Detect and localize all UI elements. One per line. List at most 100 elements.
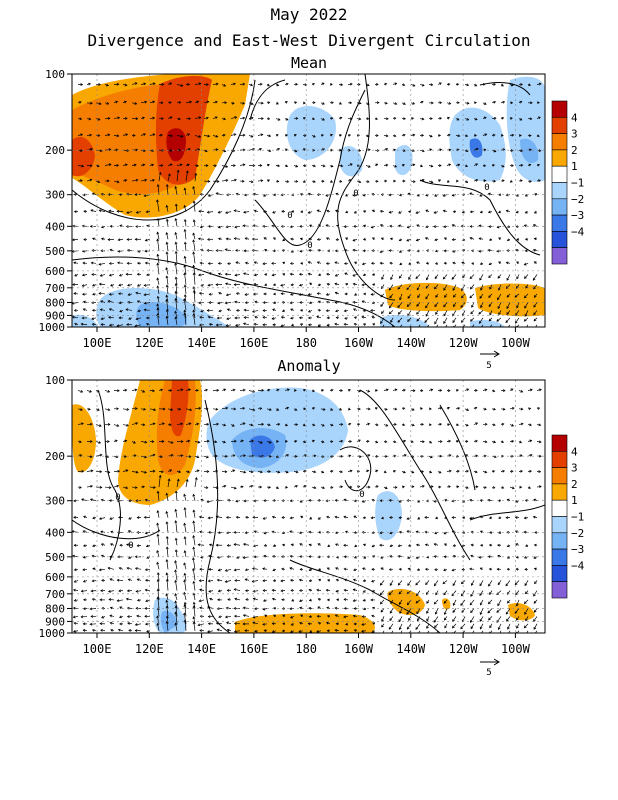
wind-vector-head xyxy=(165,593,169,597)
wind-vector-head xyxy=(144,622,148,626)
wind-vector-head xyxy=(156,522,160,526)
wind-vector-head xyxy=(91,249,95,252)
wind-vector-head xyxy=(244,261,248,265)
wind-vector xyxy=(452,580,457,586)
wind-vector-head xyxy=(493,179,497,183)
wind-vector-head xyxy=(170,134,173,138)
wind-vector-head xyxy=(165,183,169,187)
wind-vector-head xyxy=(340,470,343,474)
wind-vector-head xyxy=(457,134,461,138)
wind-vector-head xyxy=(428,423,432,427)
colorbar-swatch xyxy=(551,434,568,452)
wind-vector-head xyxy=(90,209,94,213)
wind-vector xyxy=(527,389,533,391)
wind-vector-head xyxy=(96,164,100,168)
wind-vector-head xyxy=(353,622,357,626)
wind-vector-head xyxy=(165,241,169,245)
wind-vector-head xyxy=(225,406,229,410)
wind-vector-head xyxy=(225,237,229,241)
wind-vector-head xyxy=(529,388,533,392)
wind-vector xyxy=(184,573,187,581)
wind-vector xyxy=(167,173,171,182)
wind-vector-head xyxy=(192,616,196,620)
wind-vector-head xyxy=(362,237,366,241)
wind-vector-head xyxy=(408,277,411,280)
wind-vector-head xyxy=(335,192,339,196)
wind-vector-head xyxy=(286,180,290,183)
wind-vector-head xyxy=(398,275,402,279)
wind-vector xyxy=(479,590,484,596)
wind-vector xyxy=(425,284,430,289)
wind-vector-head xyxy=(398,567,402,571)
wind-vector-head xyxy=(523,625,527,629)
mean-contour-label-2: 0 xyxy=(307,241,312,251)
wind-vector-head xyxy=(160,388,164,392)
wind-vector-head xyxy=(389,634,391,636)
wind-vector-head xyxy=(470,583,474,586)
wind-vector-head xyxy=(299,606,303,610)
wind-vector-head xyxy=(290,308,294,312)
wind-vector-head xyxy=(90,615,94,618)
wind-vector-head xyxy=(506,530,509,534)
wind-vector-head xyxy=(348,179,352,182)
wind-vector-head xyxy=(244,578,248,582)
wind-vector xyxy=(435,590,439,595)
wind-vector xyxy=(175,204,178,212)
wind-vector-head xyxy=(215,621,219,625)
wind-vector-head xyxy=(362,193,366,197)
wind-vector-head xyxy=(375,117,379,121)
wind-vector xyxy=(226,225,232,228)
wind-vector-head xyxy=(98,292,102,295)
wind-vector xyxy=(524,623,529,628)
wind-vector-head xyxy=(533,210,537,214)
wind-vector-head xyxy=(206,422,210,426)
wind-vector xyxy=(507,324,511,327)
wind-vector xyxy=(225,211,232,214)
wind-vector-head xyxy=(245,598,249,602)
wind-vector-head xyxy=(192,621,196,625)
wind-vector xyxy=(157,597,160,609)
wind-vector-head xyxy=(156,307,160,311)
wind-vector-head xyxy=(199,315,203,319)
wind-vector xyxy=(257,134,263,136)
wind-vector-head xyxy=(250,116,254,120)
wind-vector-head xyxy=(398,530,402,534)
wind-vector xyxy=(262,608,268,610)
wind-vector-head xyxy=(399,297,402,301)
wind-vector-head xyxy=(233,237,237,241)
wind-vector-head xyxy=(349,440,353,443)
wind-vector xyxy=(157,313,160,325)
wind-vector xyxy=(516,630,520,633)
wind-vector xyxy=(325,224,331,227)
wind-vector-head xyxy=(509,179,513,183)
wind-vector-head xyxy=(243,210,246,214)
wind-vector-head xyxy=(379,582,383,586)
wind-vector-head xyxy=(533,295,537,298)
wind-vector-head xyxy=(263,531,267,535)
wind-vector-head xyxy=(538,423,542,427)
wind-vector-head xyxy=(299,589,302,593)
wind-vector-head xyxy=(303,101,306,105)
wind-vector-head xyxy=(538,388,542,392)
wind-vector xyxy=(399,293,403,300)
wind-vector-head xyxy=(242,116,246,120)
wind-vector xyxy=(126,193,133,196)
wind-vector xyxy=(480,608,484,615)
wind-vector xyxy=(104,471,110,473)
wind-vector-head xyxy=(340,439,344,443)
wind-vector-head xyxy=(227,262,230,265)
mean-vector-reference-label: 5 xyxy=(486,361,491,371)
wind-vector xyxy=(113,485,119,488)
wind-vector-head xyxy=(80,83,84,87)
wind-vector-head xyxy=(217,237,221,241)
wind-vector-head xyxy=(262,262,266,266)
wind-vector-head xyxy=(208,272,212,275)
wind-vector-head xyxy=(340,164,344,168)
wind-vector xyxy=(524,310,529,317)
wind-vector-head xyxy=(180,134,184,138)
wind-vector xyxy=(140,179,147,182)
wind-vector-head xyxy=(304,83,308,87)
wind-vector-head xyxy=(144,178,148,182)
wind-vector-head xyxy=(260,470,263,474)
wind-vector-head xyxy=(269,454,272,458)
